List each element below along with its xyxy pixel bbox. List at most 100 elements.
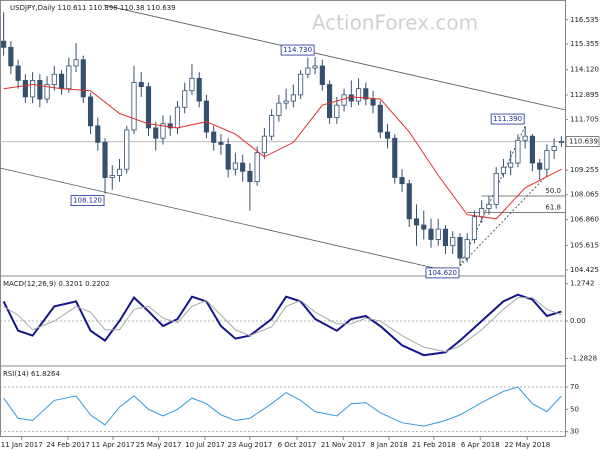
x-tick-label: 22 May 2018 (505, 441, 551, 449)
candle-body (319, 65, 325, 85)
candle-body (457, 237, 463, 259)
annotation-label: 111.390 (493, 115, 522, 123)
candle-body (305, 67, 311, 75)
candle-body (44, 84, 50, 100)
y-tick-label: 114.120 (570, 66, 599, 74)
candle-body (189, 77, 195, 92)
y-tick-label: 112.895 (570, 91, 599, 99)
candle-body (58, 73, 65, 90)
x-tick-label: 11 Apr 2017 (91, 441, 134, 449)
candle-body (182, 90, 188, 108)
candle-body (138, 82, 144, 87)
x-tick-label: 8 Jan 2018 (370, 441, 408, 449)
y-tick-label: 104.425 (570, 266, 599, 274)
candle-body (529, 135, 535, 164)
y-tick-label: 30 (570, 428, 579, 436)
fib-label: 61.8 (545, 203, 561, 211)
x-tick-label: 23 Aug 2017 (227, 441, 272, 449)
x-tick-label: 6 Apr 2018 (461, 441, 500, 449)
y-tick-label: 106.860 (570, 216, 599, 224)
y-tick-label: 0.00 (570, 317, 586, 325)
x-tick-label: 24 Feb 2017 (46, 441, 90, 449)
title-open: 110.611 (58, 4, 87, 12)
y-tick-label: 108.065 (570, 191, 599, 199)
trendline (0, 167, 434, 269)
panel-title: MACD(12,26,9) 0.3201 0.2202 (3, 280, 110, 288)
candle-body (102, 141, 108, 178)
candle-body (247, 170, 253, 183)
x-tick-label: 21 Feb 2018 (412, 441, 456, 449)
candle-body (95, 125, 101, 143)
title-value: 0.2202 (85, 280, 110, 288)
candle-body (348, 94, 354, 102)
y-tick-label: 105.615 (570, 241, 599, 249)
candle-body (8, 46, 14, 67)
candle-body (435, 228, 441, 240)
candle-body (450, 237, 456, 247)
candle-body (225, 144, 231, 170)
candle-body (145, 86, 152, 129)
candle-body (73, 59, 79, 67)
candle-body (261, 135, 267, 154)
candle-body (515, 139, 521, 164)
candle-body (232, 162, 238, 170)
candle-body (211, 131, 217, 143)
annotation-label: 104.620 (428, 269, 457, 277)
candle-body (464, 239, 470, 259)
candle-body (203, 100, 210, 133)
candle-body (355, 88, 362, 102)
series-line (2, 293, 562, 357)
y-tick-label: 115.355 (570, 40, 599, 48)
candle-body (341, 94, 347, 106)
candle-body (508, 162, 514, 168)
moving-average (3, 83, 562, 220)
y-tick-label: 70 (570, 383, 579, 391)
candle-body (1, 40, 7, 48)
candle-body (493, 172, 499, 205)
series-line (3, 297, 562, 353)
y-tick-label: -1.2828 (570, 355, 597, 363)
candle-body (421, 224, 427, 230)
candle-body (486, 203, 492, 209)
candle-body (312, 65, 318, 69)
candle-body (384, 131, 391, 139)
candle-body (87, 96, 94, 127)
series-line (3, 386, 562, 427)
candle-body (254, 152, 260, 183)
x-tick-label: 11 Jan 2017 (1, 441, 43, 449)
panel-title: USDJPY,Daily 110.611 110.898 110.38 110.… (10, 4, 176, 12)
candle-body (370, 98, 376, 106)
x-tick-label: 6 Oct 2017 (278, 441, 317, 449)
candle-body (116, 168, 123, 176)
annotation-box (70, 195, 105, 207)
y-tick-label: 1.2742 (570, 280, 595, 288)
candle-body (109, 175, 115, 178)
candle-body (160, 123, 166, 139)
y-tick-label: 111.705 (570, 116, 599, 124)
candle-body (500, 166, 507, 174)
annotation-box (425, 267, 460, 279)
annotation-label: 114.730 (283, 46, 312, 54)
candle-body (522, 135, 528, 141)
annotation-box (280, 44, 315, 56)
candle-body (471, 216, 478, 240)
candle-body (298, 73, 304, 96)
y-tick-label: 50 (570, 405, 579, 413)
x-tick-label: 10 Jul 2017 (185, 441, 225, 449)
current-price-label: 110.639 (569, 138, 598, 146)
candle-body (167, 123, 173, 129)
candle-body (276, 102, 282, 116)
candle-body (327, 84, 333, 118)
title-value: 61.8264 (31, 370, 60, 378)
candle-body (334, 104, 340, 118)
candle-body (428, 228, 434, 240)
candle-body (479, 208, 485, 218)
candle-body (290, 94, 296, 102)
candle-body (269, 115, 275, 137)
x-tick-label: 25 May 2017 (136, 441, 182, 449)
panel-title: RSI(14) 61.8264 (3, 370, 60, 378)
candle-body (240, 162, 246, 172)
candle-body (30, 80, 36, 98)
candle-body (196, 77, 202, 102)
